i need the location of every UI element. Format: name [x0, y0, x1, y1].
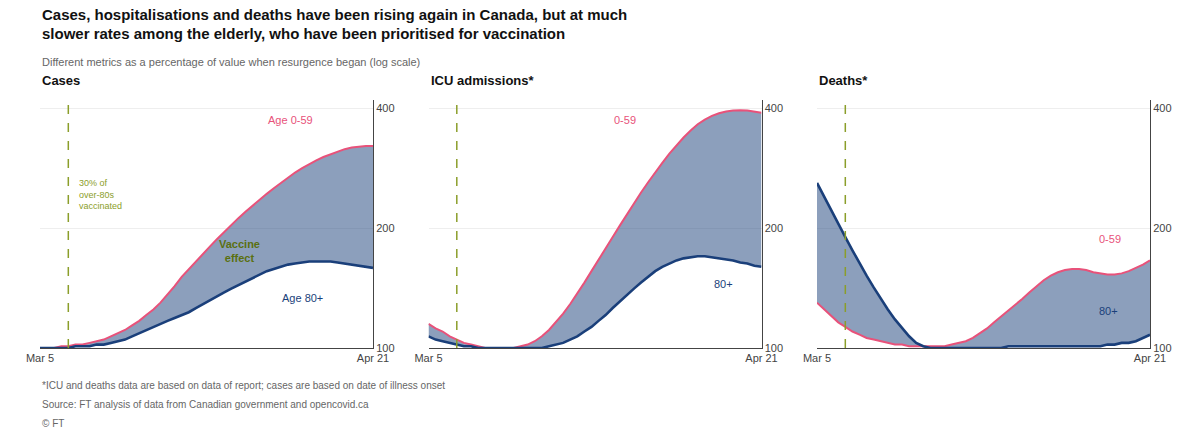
svg-text:Apr 21: Apr 21: [357, 352, 389, 364]
svg-text:Mar 5: Mar 5: [803, 352, 831, 364]
svg-text:Apr 21: Apr 21: [745, 352, 777, 364]
svg-text:Different metrics as a percent: Different metrics as a percentage of val…: [42, 56, 420, 68]
svg-text:100: 100: [1153, 342, 1171, 354]
svg-text:200: 200: [376, 222, 394, 234]
svg-text:Age 0-59: Age 0-59: [268, 114, 313, 126]
svg-text:Apr 21: Apr 21: [1134, 352, 1166, 364]
svg-text:Mar 5: Mar 5: [26, 352, 54, 364]
svg-text:80+: 80+: [1099, 305, 1118, 317]
svg-text:80+: 80+: [714, 278, 733, 290]
svg-text:Deaths*: Deaths*: [819, 73, 868, 88]
svg-text:200: 200: [1153, 222, 1171, 234]
svg-text:400: 400: [765, 102, 783, 114]
svg-text:ICU admissions*: ICU admissions*: [431, 73, 535, 88]
svg-text:200: 200: [765, 222, 783, 234]
svg-text:© FT: © FT: [42, 418, 64, 429]
svg-text:Age 80+: Age 80+: [282, 292, 323, 304]
svg-text:*ICU and deaths data are based: *ICU and deaths data are based on data o…: [42, 380, 445, 391]
svg-text:30% ofover-80svaccinated: 30% ofover-80svaccinated: [79, 178, 122, 211]
svg-text:Vaccineeffect: Vaccineeffect: [219, 238, 260, 264]
svg-text:Cases: Cases: [42, 73, 80, 88]
svg-text:400: 400: [1153, 102, 1171, 114]
svg-text:Mar 5: Mar 5: [414, 352, 442, 364]
svg-text:100: 100: [765, 342, 783, 354]
svg-text:0-59: 0-59: [1099, 233, 1121, 245]
svg-text:400: 400: [376, 102, 394, 114]
svg-text:Cases, hospitalisations and de: Cases, hospitalisations and deaths have …: [42, 6, 627, 43]
svg-text:0-59: 0-59: [614, 114, 636, 126]
svg-text:100: 100: [376, 342, 394, 354]
svg-text:Source: FT analysis of data fr: Source: FT analysis of data from Canadia…: [42, 399, 369, 410]
